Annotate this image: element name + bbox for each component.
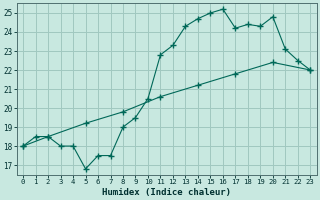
X-axis label: Humidex (Indice chaleur): Humidex (Indice chaleur) bbox=[102, 188, 231, 197]
